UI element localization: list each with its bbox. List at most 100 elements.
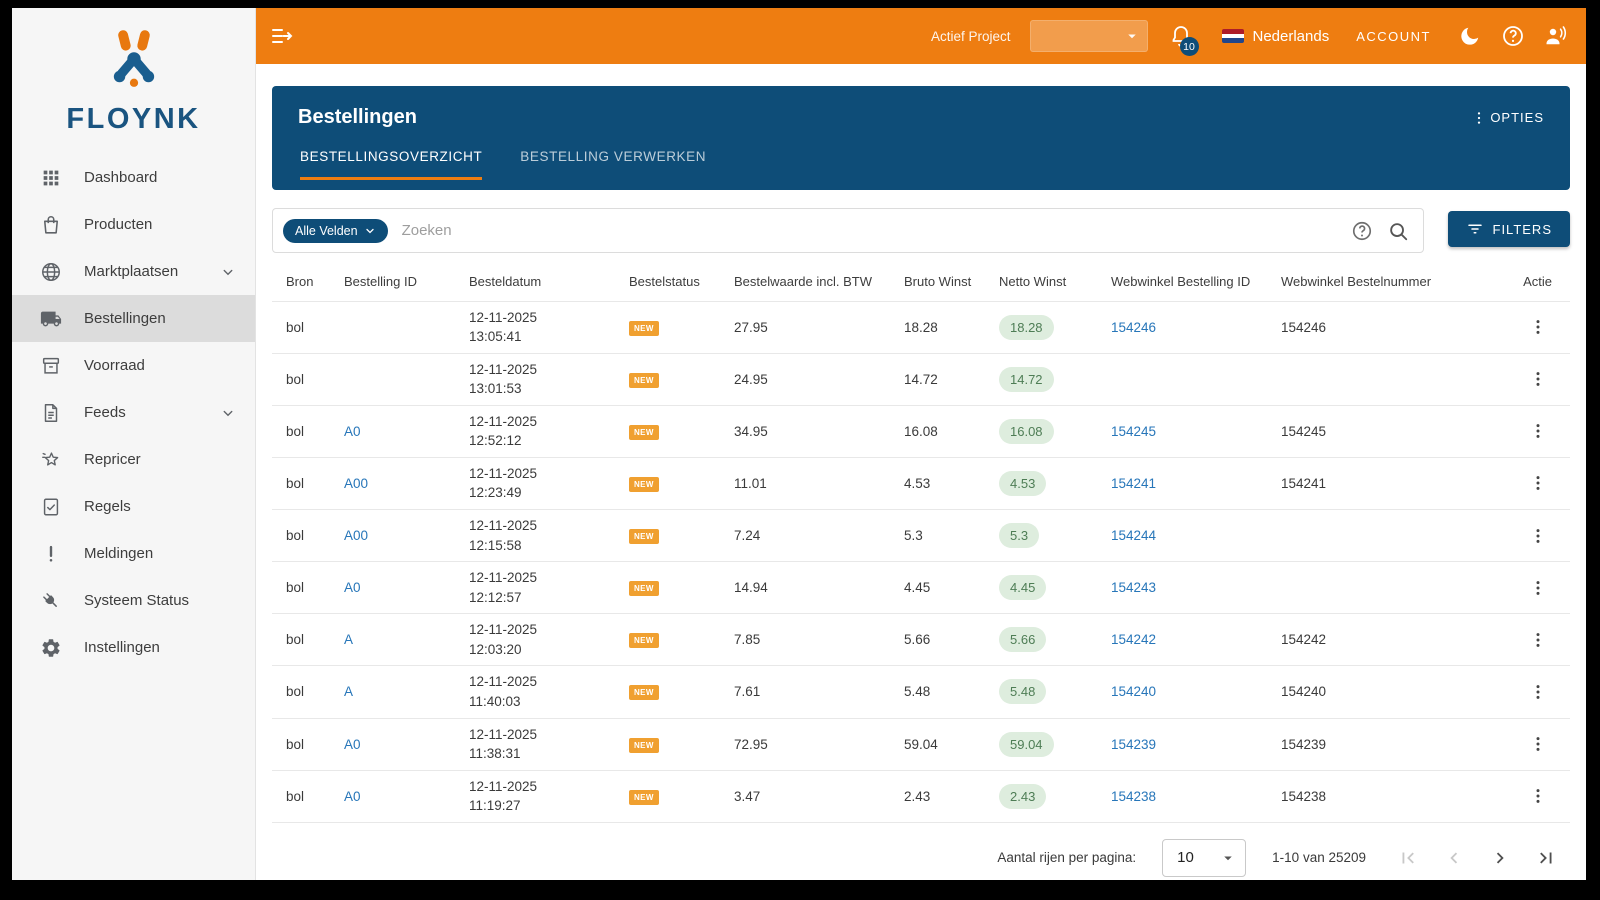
sidebar-item-systeem-status[interactable]: Systeem Status (12, 577, 255, 624)
project-select[interactable] (1029, 20, 1148, 52)
sidebar-item-producten[interactable]: Producten (12, 201, 255, 248)
search-icon[interactable] (1387, 220, 1409, 242)
row-actions-button[interactable] (1524, 730, 1552, 758)
order-id-link[interactable]: A0 (344, 736, 361, 752)
column-header: Webwinkel Bestelnummer (1281, 274, 1432, 289)
field-selector-chip[interactable]: Alle Velden (283, 218, 388, 243)
first-page-icon[interactable] (1396, 846, 1420, 870)
webshop-order-link[interactable]: 154242 (1111, 632, 1157, 648)
order-id-link[interactable]: A0 (344, 788, 361, 804)
webshop-order-link[interactable]: 154244 (1111, 528, 1157, 544)
order-id-link[interactable]: A00 (344, 528, 369, 544)
topbar: Actief Project 10 Nederlands ACCOUNT (256, 8, 1586, 64)
status-badge: NEW (629, 424, 659, 440)
cell-bruto-winst: 59.04 (896, 717, 991, 771)
options-button[interactable]: OPTIES (1471, 110, 1544, 126)
netto-winst-pill: 59.04 (999, 731, 1054, 757)
column-header: Bestelwaarde incl. BTW (734, 274, 872, 289)
sidebar-item-repricer[interactable]: Repricer (12, 436, 255, 483)
sidebar-item-marktplaatsen[interactable]: Marktplaatsen (12, 248, 255, 295)
webshop-order-link[interactable]: 154243 (1111, 580, 1157, 596)
sidebar-item-voorraad[interactable]: Voorraad (12, 342, 255, 389)
account-button[interactable]: ACCOUNT (1356, 28, 1431, 44)
app-window: FLOYNK Dashboard Producten Marktplaatsen Be… (12, 8, 1586, 880)
netto-winst-pill: 18.28 (999, 314, 1054, 340)
row-actions-button[interactable] (1524, 574, 1552, 602)
brand-wordmark: FLOYNK (66, 103, 201, 135)
prev-page-icon[interactable] (1442, 846, 1466, 870)
row-actions-button[interactable] (1524, 313, 1552, 341)
row-actions-button[interactable] (1524, 522, 1552, 550)
filters-button[interactable]: FILTERS (1447, 211, 1570, 247)
notifications-button[interactable]: 10 (1169, 24, 1199, 56)
menu-open-icon[interactable] (270, 24, 294, 48)
order-id-link[interactable]: A00 (344, 475, 369, 491)
cell-bestelling-id: A0 (336, 769, 461, 823)
row-actions-button[interactable] (1524, 469, 1552, 497)
row-actions-button[interactable] (1524, 417, 1552, 445)
language-selector[interactable]: Nederlands (1221, 28, 1329, 45)
webshop-order-link[interactable]: 154239 (1111, 736, 1157, 752)
cell-actie (1455, 404, 1570, 458)
webshop-order-link[interactable]: 154240 (1111, 684, 1157, 700)
order-date: 12-11-2025 (469, 361, 538, 377)
document-icon (40, 402, 62, 424)
tab-bestelling-verwerken[interactable]: BESTELLING VERWERKEN (520, 149, 707, 164)
help-icon[interactable] (1501, 24, 1525, 48)
cell-netto-winst: 16.08 (991, 404, 1103, 458)
tab-bestellingsoverzicht[interactable]: BESTELLINGSOVERZICHT (300, 149, 483, 180)
order-id-link[interactable]: A0 (344, 423, 361, 439)
webshop-order-link[interactable]: 154245 (1111, 423, 1157, 439)
cell-webwinkel-bestelnummer: 154245 (1273, 404, 1455, 458)
pagination-nav (1396, 846, 1558, 870)
status-badge: NEW (629, 476, 659, 492)
cell-webwinkel-bestelnummer (1273, 561, 1455, 614)
search-help-icon[interactable] (1351, 220, 1373, 242)
order-time: 12:12:57 (469, 589, 522, 605)
cell-actie (1455, 665, 1570, 719)
cell-bestelstatus: NEW (621, 404, 726, 458)
sidebar-item-label: Regels (84, 498, 131, 515)
order-id-link[interactable]: A (344, 632, 354, 648)
cell-besteldatum: 12-11-2025 11:38:31 (461, 717, 621, 771)
cell-netto-winst: 5.48 (991, 665, 1103, 719)
table-row: bol 12-11-2025 13:01:53 NEW 24.95 14.72 14.72 (272, 352, 1570, 406)
cell-actie (1455, 456, 1570, 510)
cell-bruto-winst: 4.53 (896, 456, 991, 510)
cell-besteldatum: 12-11-2025 12:03:20 (461, 613, 621, 666)
last-page-icon[interactable] (1534, 846, 1558, 870)
webshop-order-link[interactable]: 154246 (1111, 319, 1157, 335)
rows-per-page-select[interactable]: 10 (1162, 838, 1247, 877)
order-id-link[interactable]: A (344, 684, 354, 700)
row-actions-button[interactable] (1524, 782, 1552, 810)
netto-winst-pill: 5.3 (999, 523, 1040, 549)
cell-bestelstatus: NEW (621, 561, 726, 614)
sidebar-item-meldingen[interactable]: Meldingen (12, 530, 255, 577)
order-time: 13:01:53 (469, 381, 522, 397)
cell-bestelling-id (336, 352, 461, 406)
sidebar-item-label: Meldingen (84, 545, 154, 562)
chevron-down-icon (1219, 849, 1237, 867)
webshop-order-link[interactable]: 154241 (1111, 475, 1157, 491)
sidebar-item-bestellingen[interactable]: Bestellingen (12, 295, 255, 342)
row-actions-button[interactable] (1524, 678, 1552, 706)
sidebar-item-instellingen[interactable]: Instellingen (12, 624, 255, 671)
webshop-order-link[interactable]: 154238 (1111, 788, 1157, 804)
theme-moon-icon[interactable] (1458, 24, 1482, 48)
cell-webwinkel-bestelnummer: 154239 (1273, 717, 1455, 771)
table-row: bol A0 12-11-2025 12:52:12 NEW 34.95 16.08 16.0… (272, 404, 1570, 458)
row-actions-button[interactable] (1524, 365, 1552, 393)
voice-icon[interactable] (1544, 24, 1568, 48)
next-page-icon[interactable] (1488, 846, 1512, 870)
table-row: bol A0 12-11-2025 12:12:57 NEW 14.94 4.45 4.45 1… (272, 561, 1570, 614)
column-header: Bestelling ID (344, 274, 417, 289)
sidebar-item-feeds[interactable]: Feeds (12, 389, 255, 436)
cell-webwinkel-bestelnummer (1273, 509, 1455, 562)
row-actions-button[interactable] (1524, 626, 1552, 654)
sidebar-item-regels[interactable]: Regels (12, 483, 255, 530)
search-input[interactable] (401, 222, 1337, 239)
sidebar-item-dashboard[interactable]: Dashboard (12, 154, 255, 201)
cell-netto-winst: 18.28 (991, 300, 1103, 354)
cell-bruto-winst: 14.72 (896, 352, 991, 406)
order-id-link[interactable]: A0 (344, 580, 361, 596)
